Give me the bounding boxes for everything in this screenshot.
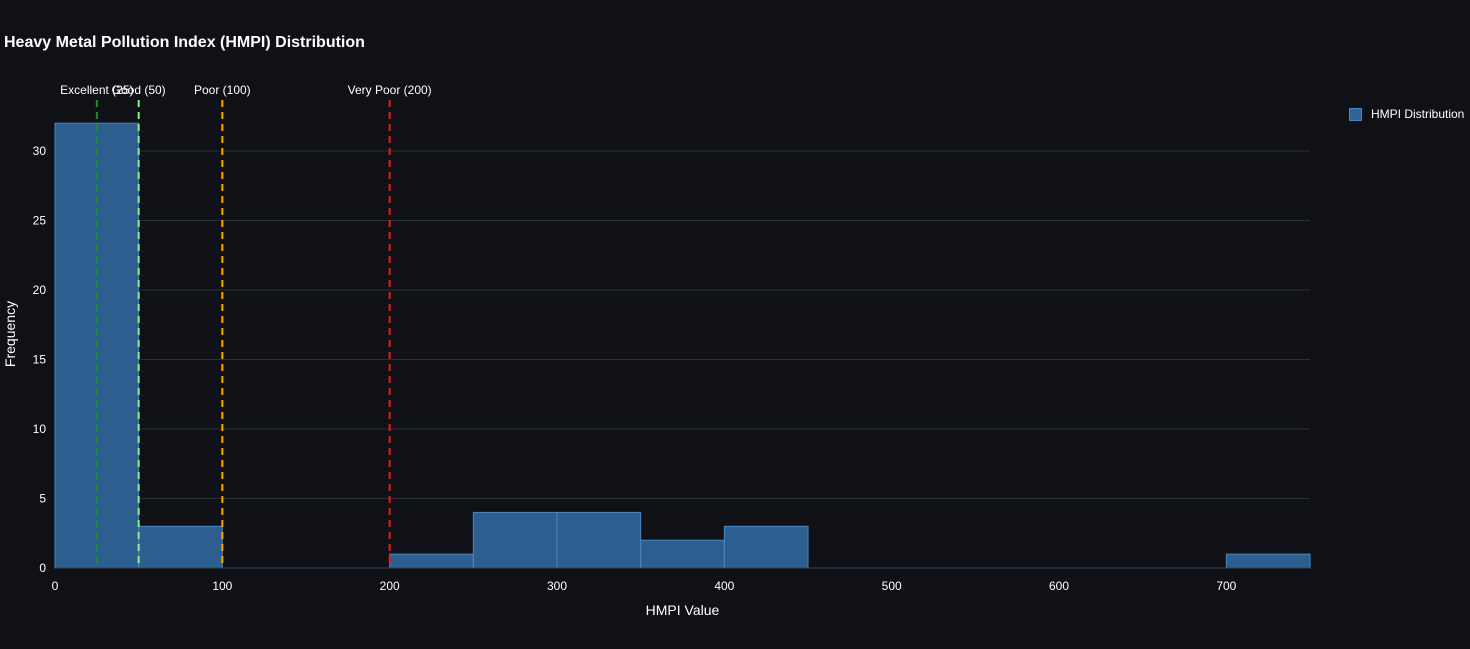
x-axis-title: HMPI Value: [646, 602, 720, 618]
histogram-bar-350-400: [640, 539, 725, 569]
x-tick-label-700: 700: [1216, 579, 1236, 593]
x-tick-label-500: 500: [882, 579, 902, 593]
x-tick-label-100: 100: [212, 579, 232, 593]
reference-label-100: Poor (100): [194, 83, 251, 97]
x-tick-label-600: 600: [1049, 579, 1069, 593]
legend-swatch: [1349, 107, 1362, 121]
legend-label-hmpi: HMPI Distribution: [1371, 107, 1465, 121]
y-tick-label-20: 20: [33, 283, 47, 297]
y-tick-label-25: 25: [33, 214, 47, 228]
x-tick-label-400: 400: [714, 579, 734, 593]
histogram-bar-250-300: [472, 511, 558, 569]
y-tick-label-10: 10: [33, 422, 47, 436]
reference-lines-layer: Excellent (25)Good (50) Poor (100) Very Po…: [60, 83, 432, 568]
reference-label-25: Excellent (25): [60, 83, 133, 97]
y-tick-label-0: 0: [39, 561, 46, 575]
x-tick-label-0: 0: [52, 579, 59, 593]
y-tick-label-30: 30: [33, 144, 47, 158]
histogram-bar-700-750: [1225, 553, 1311, 569]
histogram-bar-50-100: [138, 525, 223, 569]
y-axis-title: Frequency: [2, 301, 18, 367]
reference-label-200: Very Poor (200): [348, 83, 432, 97]
grid-layer: [55, 150, 1310, 499]
x-tick-label-300: 300: [547, 579, 567, 593]
y-tick-label-15: 15: [33, 353, 47, 367]
reference-label-50: Good (50): [112, 83, 166, 97]
legend[interactable]: HMPI Distribution: [1349, 107, 1464, 121]
x-tick-label-200: 200: [380, 579, 400, 593]
y-tick-label-5: 5: [39, 492, 46, 506]
histogram-bar-300-350: [556, 511, 642, 569]
histogram-bar-400-450: [723, 525, 809, 569]
chart-title: Heavy Metal Pollution Index (HMPI) Distr…: [4, 34, 365, 51]
histogram-bar-200-250: [389, 553, 474, 569]
bars-layer: [54, 122, 1311, 569]
